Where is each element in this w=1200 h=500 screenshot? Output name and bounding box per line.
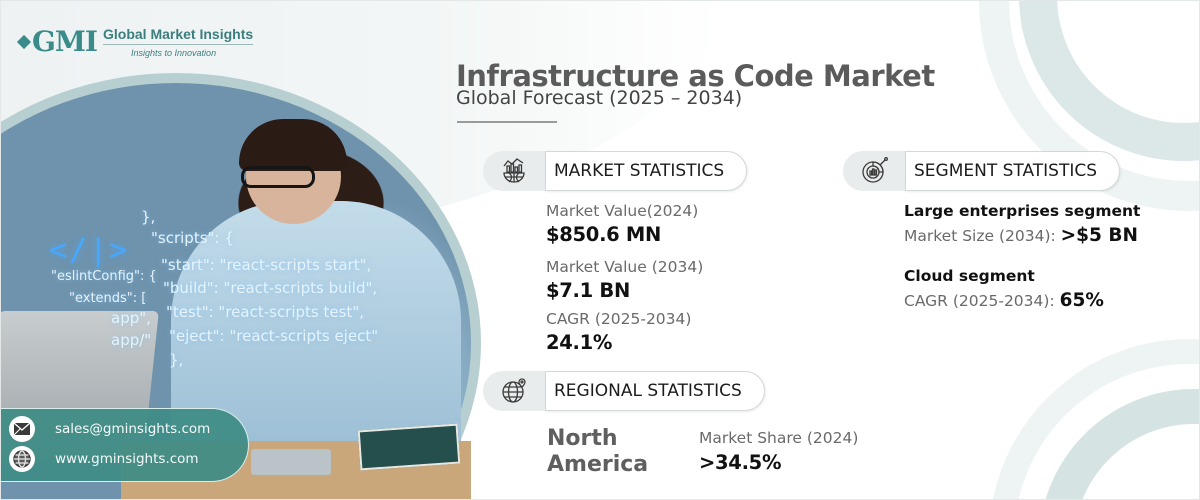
external-drive <box>251 449 331 475</box>
brand-name: Global Market Insights <box>103 26 254 45</box>
logo-mark: GMI <box>16 25 98 58</box>
email-link[interactable]: sales@gminsights.com <box>55 421 211 437</box>
market-value-2034-label: Market Value (2034) <box>546 258 704 276</box>
cloud-segment-metric: CAGR (2025-2034): 65% <box>904 290 1104 311</box>
website-contact[interactable]: www.gminsights.com <box>9 446 199 472</box>
email-contact[interactable]: sales@gminsights.com <box>9 416 210 442</box>
regional-statistics-label: REGIONAL STATISTICS <box>545 371 765 411</box>
logo-diamond-icon <box>16 34 32 50</box>
regional-statistics-header: REGIONAL STATISTICS <box>483 371 765 411</box>
logo-text: Global Market Insights Insights to Innov… <box>103 26 254 58</box>
region-name: North America <box>547 426 649 477</box>
title-divider <box>457 121 557 123</box>
contact-bar: sales@gminsights.com www.gminsights.com <box>1 408 249 482</box>
segment-statistics-label: SEGMENT STATISTICS <box>905 151 1121 191</box>
cloud-segment-heading: Cloud segment <box>904 267 1035 285</box>
brand-tagline: Insights to Innovation <box>131 48 217 58</box>
gmi-logo[interactable]: GMI Global Market Insights Insights to I… <box>16 25 254 58</box>
globe-pin-icon <box>483 371 545 411</box>
glasses <box>241 166 315 188</box>
chart-globe-icon <box>483 151 545 191</box>
large-enterprises-metric-value: >$5 BN <box>1060 225 1138 246</box>
large-enterprises-metric: Market Size (2034): >$5 BN <box>904 225 1138 246</box>
person-shirt <box>171 201 461 441</box>
market-value-2024: $850.6 MN <box>546 223 662 246</box>
market-statistics-label: MARKET STATISTICS <box>545 151 748 191</box>
market-statistics-header: MARKET STATISTICS <box>483 151 748 191</box>
person-hair <box>239 119 347 171</box>
market-value-2024-label: Market Value(2024) <box>546 202 699 220</box>
market-share-value: >34.5% <box>699 451 782 474</box>
envelope-icon <box>9 416 35 442</box>
segment-statistics-header: SEGMENT STATISTICS <box>843 151 1121 191</box>
market-share-label: Market Share (2024) <box>699 429 859 447</box>
globe-icon <box>9 446 35 472</box>
cloud-segment-metric-label: CAGR (2025-2034): <box>904 292 1055 310</box>
cagr-label: CAGR (2025-2034) <box>546 310 692 328</box>
page-subtitle: Global Forecast (2025 – 2034) <box>456 87 743 109</box>
page-title: Infrastructure as Code Market <box>456 59 935 93</box>
logo-gmi-text: GMI <box>32 25 98 58</box>
website-link[interactable]: www.gminsights.com <box>55 451 199 467</box>
notebook <box>357 423 461 471</box>
cloud-segment-metric-value: 65% <box>1059 290 1104 311</box>
large-enterprises-metric-label: Market Size (2034): <box>904 227 1056 245</box>
cagr-value: 24.1% <box>546 331 613 354</box>
pie-chart-target-icon <box>843 151 905 191</box>
market-value-2034: $7.1 BN <box>546 279 630 302</box>
large-enterprises-heading: Large enterprises segment <box>904 202 1141 220</box>
